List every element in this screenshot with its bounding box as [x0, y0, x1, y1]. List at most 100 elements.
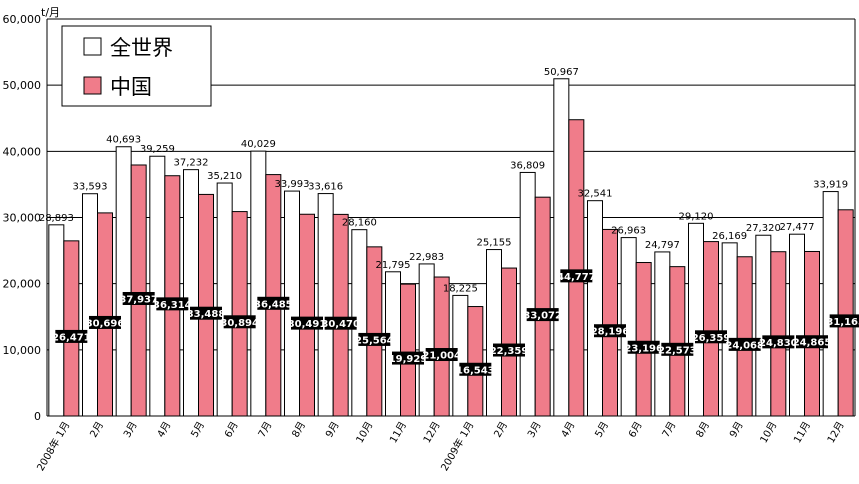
data-label-china: 30,696	[86, 318, 125, 329]
data-label-china-bg	[661, 342, 694, 356]
x-tick-label: 2008年 1月	[34, 419, 73, 473]
x-tick-label: 2月	[88, 420, 107, 440]
x-tick-label: 7月	[256, 420, 275, 440]
bar-china	[669, 266, 686, 417]
data-label-china-bg	[493, 343, 525, 357]
x-tick-label: 3月	[525, 420, 544, 440]
data-label-china-bg	[324, 316, 357, 330]
data-label-china-bg	[425, 348, 458, 362]
y-tick-label: 20,000	[3, 278, 42, 291]
bar-china	[433, 276, 450, 417]
bar-china	[265, 174, 282, 417]
data-label-world: 36,809	[510, 160, 545, 171]
data-label-china-bg	[89, 315, 121, 329]
legend: 全世界 中国	[61, 25, 212, 107]
data-label-china-bg	[223, 315, 256, 329]
data-label-world: 40,029	[241, 139, 276, 150]
data-label-china-bg	[392, 351, 424, 365]
data-label-world: 21,795	[376, 260, 411, 271]
data-label-china-bg	[627, 340, 660, 354]
data-label-china-bg	[358, 332, 391, 346]
bar-china	[164, 175, 181, 417]
bar-world	[519, 171, 536, 417]
data-label-china: 30,470	[321, 319, 360, 330]
bar-world	[553, 78, 570, 417]
data-label-china-bg	[526, 308, 559, 322]
x-tick-label: 9月	[727, 420, 746, 440]
data-label-china: 31,165	[826, 317, 859, 328]
data-label-china: 24,068	[725, 340, 764, 351]
data-label-world: 28,893	[39, 213, 74, 224]
data-label-world: 33,993	[275, 179, 310, 190]
data-label-china-bg	[728, 337, 761, 351]
data-label-china-bg	[257, 296, 290, 310]
data-label-china: 25,564	[355, 335, 394, 346]
bar-china	[534, 196, 551, 417]
y-tick-labels: 0 10,000 20,000 30,000 40,000 50,000 60,000	[3, 13, 42, 423]
bar-china	[770, 251, 787, 417]
data-label-china-bg	[55, 329, 88, 343]
legend-label-china: 中国	[110, 75, 152, 99]
x-tick-label: 4月	[155, 420, 174, 440]
bar-china	[366, 246, 383, 417]
data-label-china-bg	[594, 324, 626, 338]
bar-world	[418, 263, 435, 417]
bar-world	[688, 222, 704, 417]
bar-china	[467, 306, 484, 417]
data-label-world: 25,155	[477, 238, 512, 249]
bar-china	[703, 241, 719, 417]
bar-world	[755, 234, 772, 417]
data-label-china: 28,196	[591, 327, 630, 338]
bar-china	[97, 212, 113, 417]
data-label-world: 18,225	[443, 283, 478, 294]
data-label-china-bg	[156, 297, 189, 311]
x-tick-label: 3月	[121, 420, 140, 440]
data-label-world: 29,120	[679, 211, 714, 222]
data-label-world: 35,210	[207, 171, 242, 182]
data-label-china-bg	[459, 362, 492, 376]
bar-china	[130, 164, 147, 417]
data-label-china: 44,777	[557, 272, 596, 283]
data-label-china-bg	[796, 335, 828, 349]
bar-world	[82, 193, 98, 417]
data-label-world: 27,320	[746, 223, 781, 234]
data-label-china: 37,937	[119, 294, 158, 305]
x-tick-label: 11月	[387, 420, 409, 446]
bar-world	[822, 191, 839, 417]
data-label-china: 30,491	[288, 319, 327, 330]
data-label-china-bg	[829, 314, 859, 328]
x-tick-label: 12月	[421, 420, 443, 446]
data-label-world: 22,983	[409, 252, 444, 263]
x-tick-label: 7月	[660, 420, 679, 440]
data-label-china-bg	[695, 330, 727, 344]
x-tick-label: 5月	[593, 420, 612, 440]
data-label-china: 26,471	[52, 332, 91, 343]
y-tick-label: 10,000	[3, 344, 42, 357]
x-tick-label: 5月	[189, 420, 208, 440]
data-label-china: 36,485	[254, 299, 293, 310]
data-label-china: 19,929	[389, 354, 428, 365]
bars	[48, 78, 854, 417]
bar-world	[250, 150, 267, 417]
x-tick-label: 2月	[492, 420, 511, 440]
data-label-world: 37,232	[174, 158, 209, 169]
axes	[46, 19, 856, 416]
data-label-world: 27,477	[780, 222, 815, 233]
data-label-china: 23,196	[624, 343, 663, 354]
data-label-world: 24,797	[645, 240, 680, 251]
x-tick-label: 9月	[323, 420, 342, 440]
x-tick-label: 8月	[694, 420, 713, 440]
bar-world	[789, 233, 805, 417]
y-tick-label: 40,000	[3, 145, 42, 158]
y-unit-label: t/月	[41, 6, 60, 19]
bar-china	[501, 267, 517, 417]
data-label-world: 33,593	[73, 182, 108, 193]
data-label-china: 24,865	[793, 338, 832, 349]
data-label-china: 16,543	[456, 365, 495, 376]
y-tick-label: 60,000	[3, 13, 42, 26]
x-tick-label: 6月	[626, 420, 645, 440]
data-label-china-bg	[560, 269, 593, 283]
bar-china	[231, 211, 248, 417]
data-label-china: 24,830	[759, 338, 798, 349]
